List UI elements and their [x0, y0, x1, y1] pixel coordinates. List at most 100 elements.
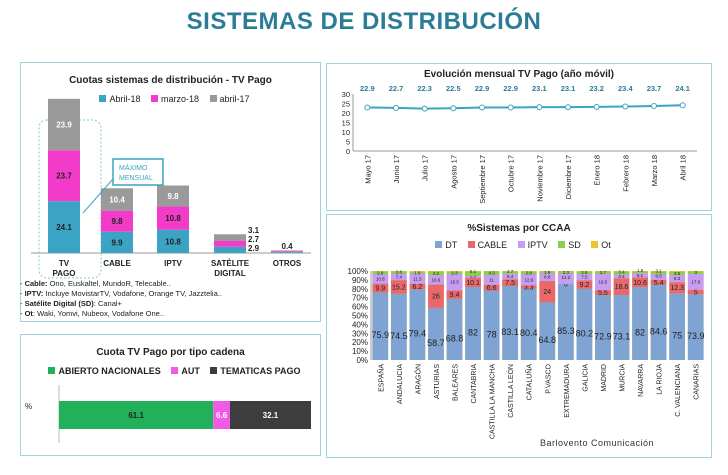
y-tick-label: 30 [342, 90, 350, 99]
bar-marzo-18 [157, 206, 189, 230]
chart-title: Cuotas sistemas de distribución - TV Pag… [69, 75, 272, 86]
bar-Abril-18 [214, 246, 246, 253]
data-label: 6.2 [413, 284, 423, 291]
bar-SD [650, 271, 667, 275]
data-point [565, 104, 571, 111]
bar-IPTV [390, 273, 407, 281]
data-label: 32.1 [263, 411, 279, 420]
data-label: 5.1 [637, 273, 644, 278]
data-point [622, 103, 629, 110]
bar-SD [483, 271, 500, 275]
x-tick-label: CASTILLA LEÓN [506, 364, 515, 418]
bar-DT [409, 289, 426, 360]
data-label: 3.4 [618, 269, 625, 274]
data-label: 4.2 [433, 271, 440, 276]
data-label: 73.1 [613, 331, 631, 341]
data-label: 1.8 [414, 270, 421, 275]
y-tick-label: 40% [352, 320, 368, 329]
bar-IPTV [372, 274, 389, 284]
data-label: 82 [635, 328, 645, 338]
bar-marzo-18 [214, 240, 246, 247]
ccaa-panel: %Sistemas por CCAA DT CABLE IPTV SD Ot 0… [326, 214, 712, 458]
bar-SD [409, 271, 426, 274]
data-label: 4.4 [618, 274, 625, 279]
data-label: 2.5 [581, 270, 588, 275]
data-label: 9.9 [375, 285, 385, 292]
bar-CABLE [576, 280, 593, 289]
bar-IPTV [687, 273, 704, 290]
bar-DT [520, 288, 537, 360]
bar-SD [595, 271, 611, 274]
y-tick-label: 80% [352, 285, 368, 294]
bar-DT [687, 294, 704, 360]
y-tick-label: 10% [352, 347, 368, 356]
bar-abril-17 [157, 185, 189, 207]
data-label: 2.8 [396, 270, 403, 275]
bar-IPTV [650, 274, 667, 280]
category-label: TV [59, 259, 70, 268]
data-label: 80.2 [576, 328, 594, 338]
data-label: 79.4 [409, 329, 427, 339]
bar-IPTV [483, 274, 500, 285]
x-tick-label: Marzo 18 [650, 155, 659, 186]
y-tick-label: 50% [352, 312, 368, 321]
data-label: 9.8 [111, 217, 123, 226]
data-label: 5.5 [598, 290, 608, 297]
data-label: 10.4 [109, 195, 125, 204]
bar-ABIERTO NACIONALES [59, 401, 214, 429]
data-label: 82 [468, 328, 478, 338]
data-label: 6.6 [487, 285, 497, 292]
y-tick-label: 60% [352, 303, 368, 312]
category-label: IPTV [164, 259, 182, 268]
data-label: 6.5 [655, 273, 662, 278]
data-label: 1.8 [637, 268, 644, 273]
bar-CABLE [390, 280, 407, 294]
x-tick-label: LA RIOJA [657, 364, 664, 395]
bar-AUT [213, 401, 230, 429]
legend: DT CABLE IPTV SD Ot [327, 240, 711, 250]
data-label: 10.6 [633, 280, 647, 287]
bar-DT [669, 293, 686, 360]
data-label: 75.9 [372, 330, 390, 340]
data-label: 84.6 [650, 326, 668, 336]
legend-ot: Ot [601, 240, 611, 250]
legend-cable: CABLE [477, 240, 508, 250]
bar-DT [372, 292, 389, 360]
data-label: 2.9 [248, 244, 260, 253]
data-label: 6.4 [507, 274, 514, 279]
data-point [679, 102, 686, 109]
data-label: 75 [672, 331, 682, 341]
y-tick-label: % [25, 402, 32, 411]
bar-DT [650, 284, 667, 360]
category-label: OTROS [273, 259, 302, 268]
legend-abierto: ABIERTO NACIONALES [58, 366, 161, 376]
bar-IPTV [632, 273, 648, 278]
data-label: 15.2 [392, 284, 406, 291]
bar-CABLE [483, 284, 500, 291]
data-label: 2.7 [600, 270, 607, 275]
data-label: 5 [694, 289, 698, 296]
data-label: 72.9 [594, 332, 612, 342]
data-label: 7.5 [505, 280, 515, 287]
bar-SD [390, 271, 407, 274]
bar-IPTV [613, 274, 630, 279]
data-label: 3 [694, 270, 697, 275]
bar-SD [576, 271, 593, 274]
data-label: 18.6 [615, 284, 629, 291]
legend-dt: DT [445, 240, 458, 250]
bar-CABLE [613, 278, 630, 295]
bar-DT [539, 302, 556, 360]
logo: Barlovento Comunicación [540, 438, 655, 448]
bar-abril-17 [101, 188, 133, 211]
bar-DT [613, 294, 630, 360]
bar-Abril-18 [101, 231, 133, 253]
data-label: 61.1 [128, 411, 144, 420]
data-label: 23.4 [618, 84, 633, 93]
y-tick-label: 15 [342, 119, 350, 128]
data-label: 0 [564, 282, 568, 289]
y-tick-label: 0% [356, 356, 368, 365]
bar-DT [390, 293, 407, 360]
